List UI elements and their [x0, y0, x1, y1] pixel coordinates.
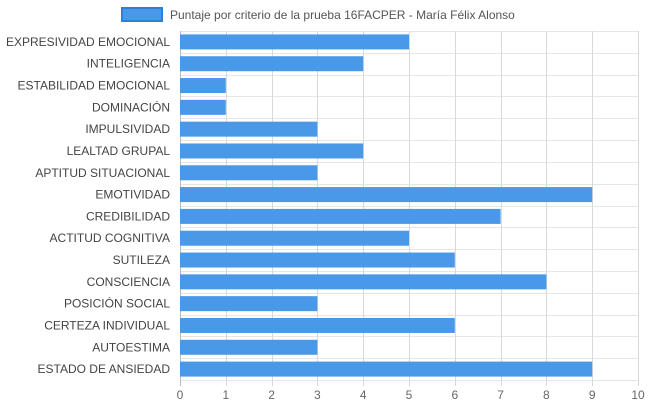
legend-label: Puntaje por criterio de la prueba 16FACP… — [170, 8, 515, 22]
x-tick-label: 3 — [314, 388, 321, 402]
bar[interactable] — [180, 56, 364, 72]
x-tick-label: 0 — [177, 388, 184, 402]
x-tick-label: 8 — [543, 388, 550, 402]
category-label: ESTABILIDAD EMOCIONAL — [18, 79, 171, 93]
bar[interactable] — [180, 143, 364, 159]
category-label: DOMINACIÓN — [92, 99, 170, 114]
bar[interactable] — [180, 99, 226, 115]
x-tick-label: 4 — [360, 388, 367, 402]
bar[interactable] — [180, 274, 547, 290]
bar[interactable] — [180, 339, 318, 355]
category-label: POSICIÓN SOCIAL — [64, 296, 170, 311]
bar[interactable] — [180, 361, 593, 377]
x-tick-label: 5 — [406, 388, 413, 402]
category-label: EXPRESIVIDAD EMOCIONAL — [6, 35, 170, 49]
legend[interactable]: Puntaje por criterio de la prueba 16FACP… — [121, 7, 515, 22]
bar[interactable] — [180, 208, 501, 224]
category-label: AUTOESTIMA — [92, 340, 170, 354]
legend-swatch — [121, 7, 163, 22]
bar[interactable] — [180, 252, 455, 268]
x-tick-label: 6 — [451, 388, 458, 402]
x-tick-label: 1 — [222, 388, 229, 402]
bar[interactable] — [180, 34, 409, 50]
category-label: INTELIGENCIA — [87, 57, 170, 71]
category-label: CERTEZA INDIVIDUAL — [44, 318, 170, 332]
x-tick-label: 7 — [497, 388, 504, 402]
bar[interactable] — [180, 165, 318, 181]
category-label: CONSCIENCIA — [87, 275, 170, 289]
x-tick-label: 2 — [268, 388, 275, 402]
bar[interactable] — [180, 187, 593, 203]
bar[interactable] — [180, 296, 318, 312]
x-tick-label: 10 — [631, 388, 645, 402]
bar[interactable] — [180, 230, 409, 246]
category-label: APTITUD SITUACIONAL — [35, 166, 170, 180]
bars — [180, 34, 593, 377]
category-label: EMOTIVIDAD — [95, 188, 170, 202]
category-label: ACTITUD COGNITIVA — [50, 231, 170, 245]
bar[interactable] — [180, 121, 318, 137]
category-label: ESTADO DE ANSIEDAD — [38, 362, 171, 376]
bar[interactable] — [180, 78, 226, 94]
category-label: IMPULSIVIDAD — [85, 122, 170, 136]
category-label: LEALTAD GRUPAL — [67, 144, 171, 158]
bar[interactable] — [180, 317, 455, 333]
category-labels: EXPRESIVIDAD EMOCIONAL INTELIGENCIA ESTABI… — [6, 35, 170, 376]
category-label: CREDIBILIDAD — [86, 209, 170, 223]
x-axis-ticks: 0 1 2 3 4 5 6 7 8 9 10 — [177, 388, 645, 402]
category-label: SUTILEZA — [113, 253, 170, 267]
x-tick-label: 9 — [589, 388, 596, 402]
